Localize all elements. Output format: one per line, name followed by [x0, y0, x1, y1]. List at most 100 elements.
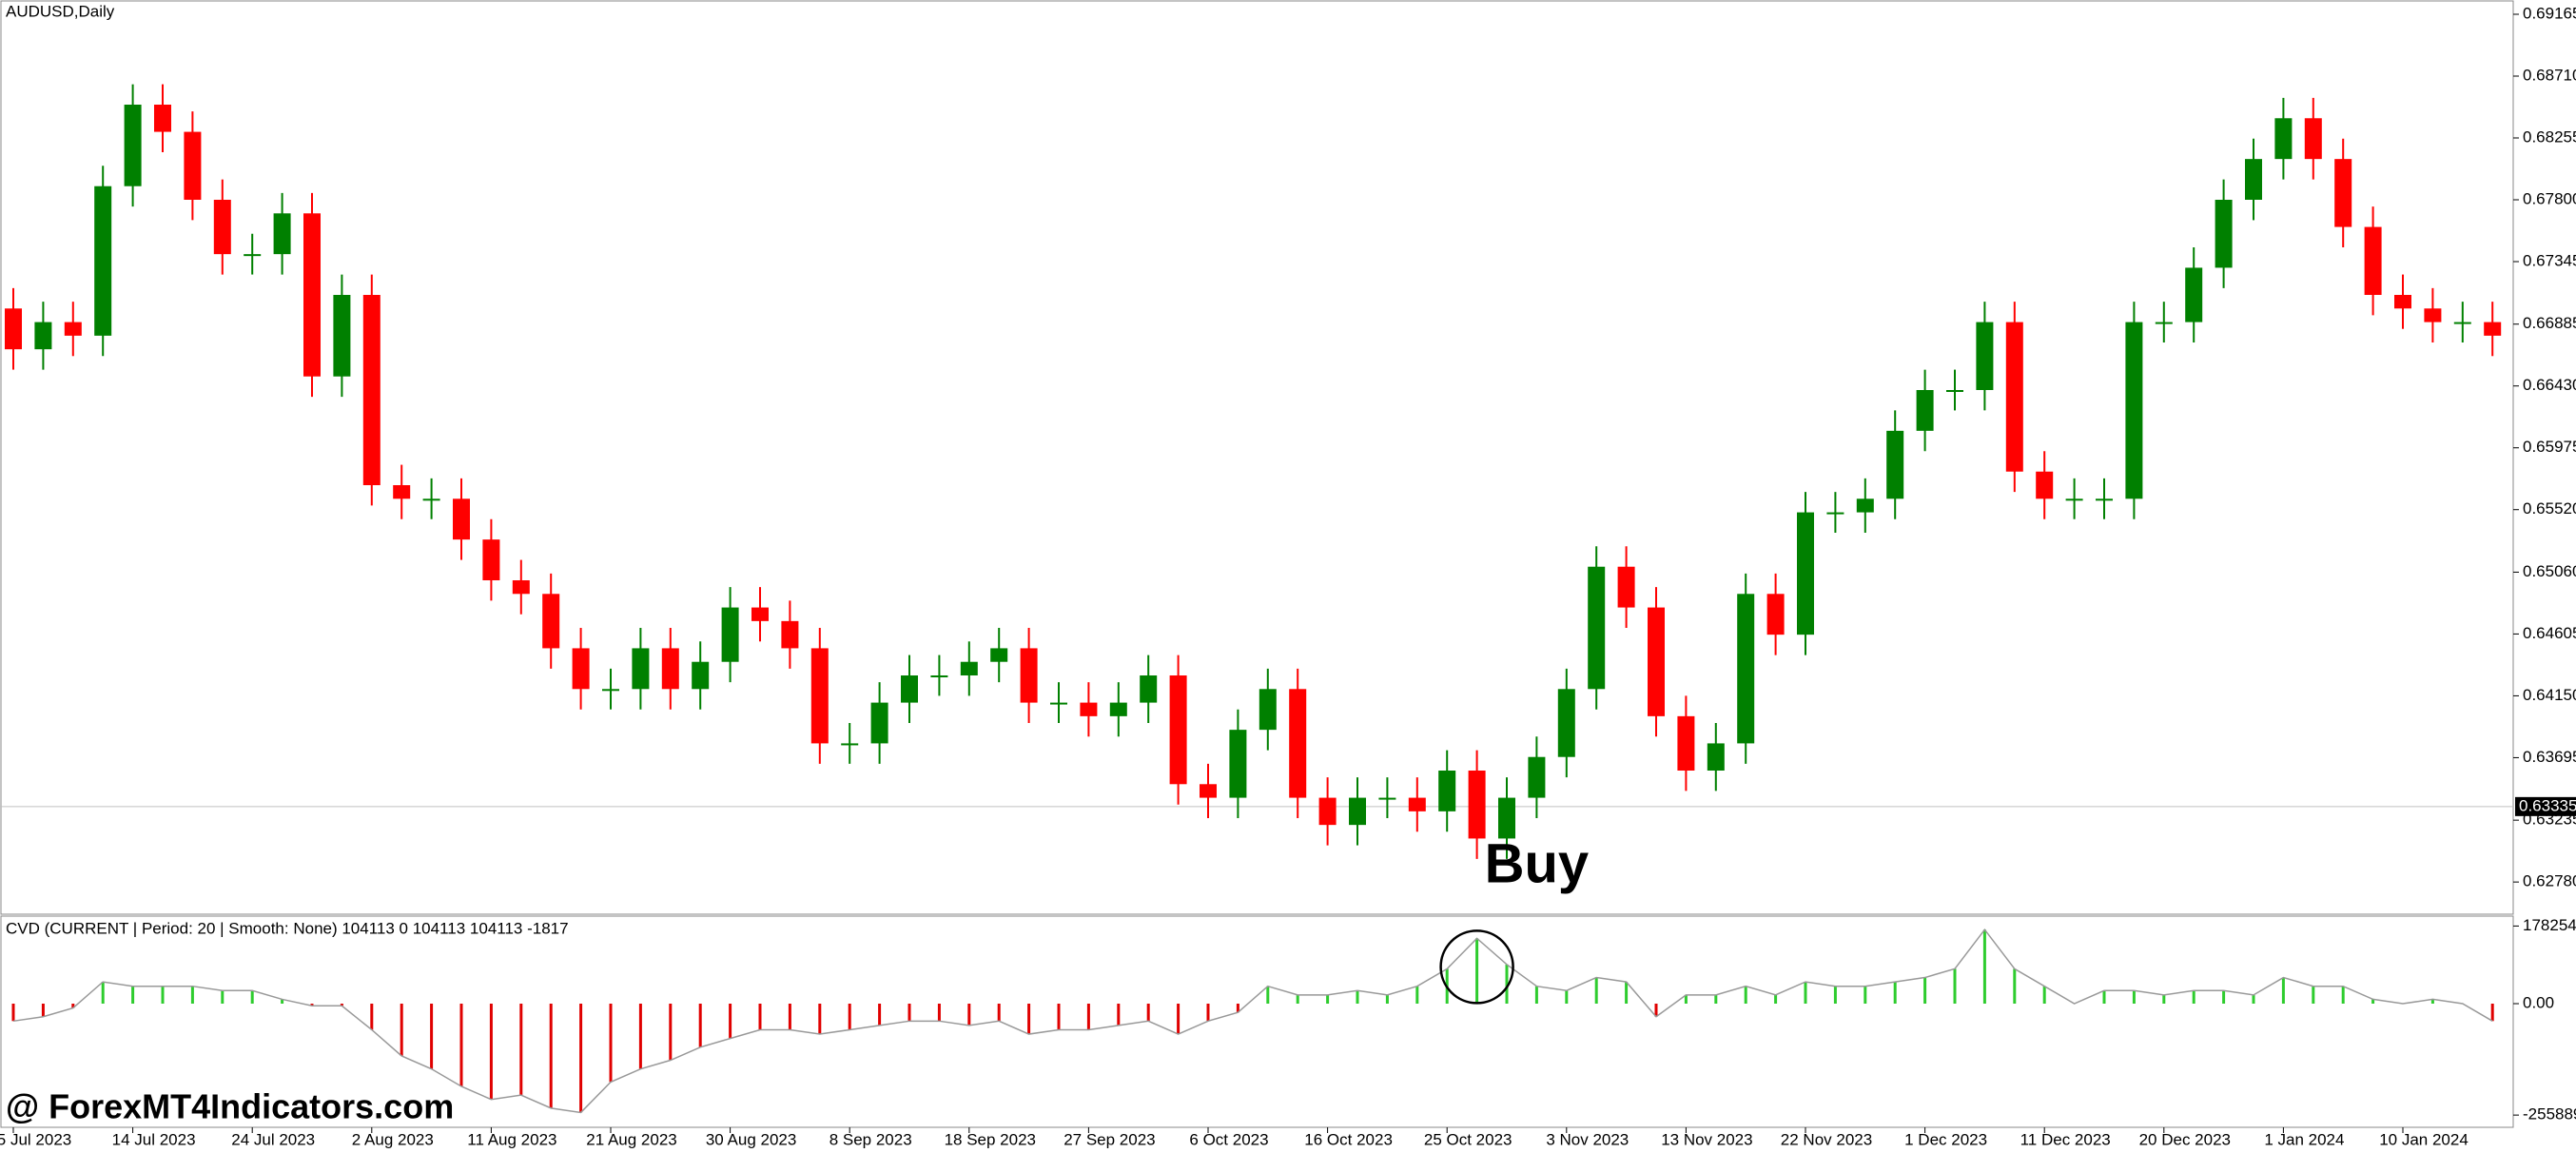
candle-body	[2245, 159, 2262, 200]
x-tick-label: 27 Sep 2023	[1064, 1130, 1155, 1148]
y-tick-label: 0.65975	[2523, 438, 2576, 456]
candle-body	[2424, 308, 2442, 322]
candle-body	[692, 661, 710, 690]
candle-body	[1438, 771, 1456, 811]
candle-body	[870, 702, 888, 744]
highlight-circle	[1439, 929, 1514, 1005]
candle-body	[1349, 797, 1366, 826]
candle-body	[1318, 797, 1337, 826]
y-tick-label: 0.68710	[2523, 66, 2576, 84]
candle-body	[1408, 797, 1426, 811]
candle-body	[1588, 566, 1606, 690]
x-tick-label: 5 Jul 2023	[0, 1130, 71, 1148]
candle-body	[333, 295, 351, 377]
cvd-panel	[0, 915, 2514, 1128]
candle-body	[990, 648, 1008, 662]
candle-body	[273, 213, 291, 255]
candle-body	[2215, 200, 2233, 268]
x-tick-label: 1 Jan 2024	[2264, 1130, 2344, 1148]
candle-body	[2065, 498, 2083, 501]
candle-body	[94, 186, 112, 336]
indicator-title: CVD (CURRENT | Period: 20 | Smooth: None…	[6, 919, 569, 937]
candle-body	[1916, 390, 1934, 431]
candle-body	[632, 648, 650, 690]
candle-body	[154, 105, 171, 132]
candle-body	[1289, 689, 1307, 798]
x-tick-label: 2 Aug 2023	[352, 1130, 434, 1148]
candle-body	[2185, 267, 2203, 322]
candle-body	[1557, 689, 1575, 757]
x-tick-label: 13 Nov 2023	[1661, 1130, 1752, 1148]
y-tick-label: 0.69165	[2523, 4, 2576, 22]
candle-body	[1468, 771, 1486, 839]
candle-body	[64, 322, 82, 336]
x-tick-label: 11 Dec 2023	[2020, 1130, 2111, 1148]
y-tick-label: 0.67800	[2523, 189, 2576, 207]
x-tick-label: 10 Jan 2024	[2379, 1130, 2469, 1148]
candle-body	[2096, 498, 2113, 501]
x-tick-label: 24 Jul 2023	[231, 1130, 315, 1148]
candle-body	[184, 131, 202, 200]
candle-body	[1617, 566, 1635, 608]
candle-body	[751, 607, 769, 621]
y-tick-label: 0.65520	[2523, 499, 2576, 518]
candle-body	[1677, 715, 1695, 771]
x-tick-label: 8 Sep 2023	[829, 1130, 912, 1148]
candle-body	[572, 648, 590, 690]
candle-body	[1259, 689, 1277, 731]
candle-body	[1856, 498, 1874, 513]
candle-body	[1080, 702, 1098, 716]
candle-body	[1020, 648, 1038, 703]
y-tick-label: 0.64150	[2523, 686, 2576, 704]
x-tick-label: 16 Oct 2023	[1304, 1130, 1393, 1148]
candle-body	[2453, 322, 2471, 324]
y-tick-label: 0.64605	[2523, 624, 2576, 642]
candle-body	[2394, 295, 2411, 309]
annotation: Buy	[1485, 832, 1590, 894]
y-tick-label: 0.68255	[2523, 127, 2576, 146]
candle-body	[124, 105, 142, 186]
candle-body	[1528, 756, 1546, 798]
candle-body	[901, 675, 918, 703]
candle-body	[1109, 702, 1127, 716]
watermark: @ ForexMT4Indicators.com	[6, 1087, 454, 1126]
x-tick-label: 6 Oct 2023	[1189, 1130, 1268, 1148]
y-tick-label: 0.67345	[2523, 251, 2576, 269]
candle-body	[244, 254, 262, 257]
candle-body	[602, 689, 619, 692]
candle-body	[2334, 159, 2352, 227]
candle-body	[1200, 784, 1217, 798]
current-price-label: 0.63335	[2519, 796, 2576, 814]
candle-body	[422, 498, 440, 501]
candle-body	[303, 213, 321, 377]
y-tick-label: 0.65060	[2523, 562, 2576, 580]
candle-body	[1648, 607, 1665, 716]
candle-body	[393, 485, 411, 499]
candle-body	[1229, 730, 1247, 798]
symbol-title: AUDUSD,Daily	[6, 2, 115, 20]
candle-body	[482, 539, 500, 580]
x-tick-label: 3 Nov 2023	[1546, 1130, 1629, 1148]
x-tick-label: 11 Aug 2023	[467, 1130, 556, 1148]
y-tick-label: 0.63695	[2523, 748, 2576, 766]
candle-body	[1886, 430, 1904, 499]
current-price-box	[2515, 796, 2576, 816]
x-tick-label: 18 Sep 2023	[945, 1130, 1036, 1148]
candle-body	[1946, 390, 1963, 392]
candle-body	[2036, 471, 2054, 499]
candle-body	[5, 308, 22, 350]
candle-body	[1826, 512, 1844, 515]
x-tick-label: 1 Dec 2023	[1904, 1130, 1987, 1148]
candle-body	[781, 620, 799, 649]
candle-body	[362, 295, 381, 485]
candle-body	[1797, 512, 1814, 635]
candle-body	[2125, 322, 2143, 499]
candle-body	[453, 498, 470, 540]
candle-body	[810, 648, 829, 744]
x-tick-label: 21 Aug 2023	[586, 1130, 676, 1148]
candle-body	[930, 675, 948, 677]
candle-body	[1050, 702, 1067, 705]
candle-body	[542, 594, 560, 649]
x-tick-label: 14 Jul 2023	[112, 1130, 196, 1148]
candle-body	[512, 580, 530, 595]
